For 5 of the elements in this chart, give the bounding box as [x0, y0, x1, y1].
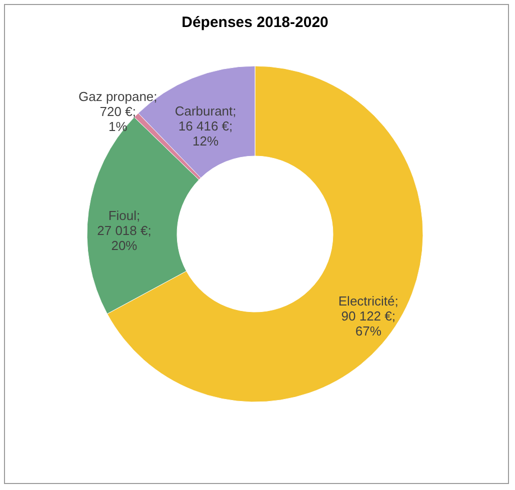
- slice-label: Carburant; 16 416 €; 12%: [174, 104, 236, 149]
- chart-title: Dépenses 2018-2020: [182, 14, 328, 31]
- slice-label: Electricité; 90 122 €; 67%: [338, 294, 398, 339]
- slice-label: Fioul; 27 018 €; 20%: [97, 208, 152, 253]
- slice-label: Gaz propane; 720 €; 1%: [78, 88, 158, 134]
